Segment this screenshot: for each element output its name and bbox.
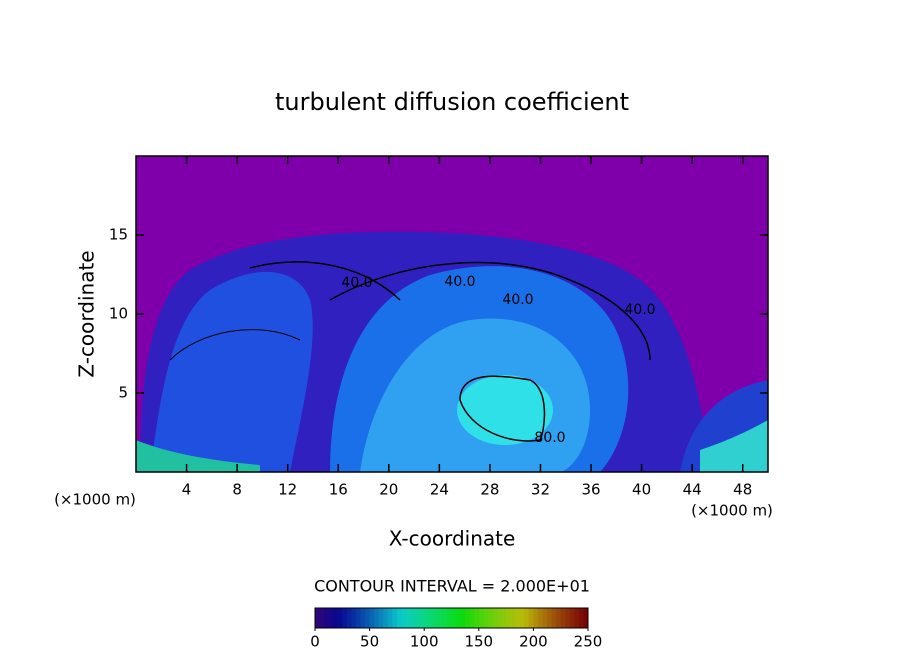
colorbar-cell [506,608,512,628]
colorbar-cell [565,608,571,628]
colorbar-cell [406,608,412,628]
colorbar-cell [547,608,553,628]
colorbar-cell [387,608,393,628]
x-tick-label: 36 [581,481,600,499]
colorbar-cell [324,608,330,628]
colorbar-cell [469,608,475,628]
colorbar-cell [497,608,503,628]
y-unit: (×1000 m) [54,491,136,509]
colorbar-cell [333,608,339,628]
colorbar-cell [583,608,589,628]
colorbar-cell [351,608,357,628]
x-tick-label: 32 [531,481,550,499]
colorbar-cell [483,608,489,628]
colorbar-cell [383,608,389,628]
colorbar-cell [492,608,498,628]
colorbar-cell [419,608,425,628]
colorbar-cell [374,608,380,628]
colorbar-cell [337,608,343,628]
colorbar-cell [456,608,462,628]
x-tick-label: 28 [480,481,499,499]
colorbar-cell [428,608,434,628]
x-tick-label: 20 [379,481,398,499]
colorbar-cell [392,608,398,628]
colorbar-cell [478,608,484,628]
colorbar-cell [369,608,375,628]
x-tick-label: 16 [329,481,348,499]
x-tick-label: 48 [733,481,752,499]
x-axis-label: X-coordinate [389,527,516,551]
colorbar-tick-label: 150 [464,633,493,651]
colorbar-cell [342,608,348,628]
colorbar-tick-label: 50 [360,633,379,651]
x-tick-label: 8 [232,481,242,499]
colorbar-cell [542,608,548,628]
colorbar-cell [410,608,416,628]
field [136,156,768,472]
colorbar-cell [360,608,366,628]
colorbar-cell [569,608,575,628]
colorbar-cell [465,608,471,628]
colorbar-cell [378,608,384,628]
colorbar-cell [515,608,521,628]
y-tick-label: 10 [109,305,128,323]
colorbar-cell [578,608,584,628]
colorbar-cell [537,608,543,628]
colorbar-cell [524,608,530,628]
colorbar-cell [437,608,443,628]
colorbar-tick-label: 200 [519,633,548,651]
colorbar-cell [560,608,566,628]
x-tick-label: 12 [278,481,297,499]
colorbar-cell [533,608,539,628]
y-tick-label: 15 [109,226,128,244]
colorbar-cell [319,608,325,628]
x-tick-label: 44 [683,481,702,499]
contour-label: 40.0 [624,302,655,318]
colorbar-cell [346,608,352,628]
colorbar-cell [574,608,580,628]
colorbar-cell [528,608,534,628]
colorbar-tick-label: 100 [410,633,439,651]
colorbar-cell [551,608,557,628]
contour-label: 80.0 [534,430,565,446]
colorbar-frame [314,607,589,629]
colorbar-cell [315,608,321,628]
colorbar-cell [487,608,493,628]
colorbar-tick-label: 0 [310,633,320,651]
colorbar-cell [501,608,507,628]
colorbar-cell [446,608,452,628]
contour-label: 40.0 [502,292,533,308]
y-axis-label: Z-coordinate [75,250,99,377]
chart-title: turbulent diffusion coefficient [275,88,629,116]
colorbar-cell [556,608,562,628]
colorbar-cell [442,608,448,628]
colorbar-cell [328,608,334,628]
colorbar-cell [401,608,407,628]
colorbar-cell [460,608,466,628]
contour-label: 40.0 [341,275,372,291]
x-tick-label: 40 [632,481,651,499]
colorbar-cell [474,608,480,628]
colorbar-cell [365,608,371,628]
colorbar-cell [355,608,361,628]
colorbar-cell [433,608,439,628]
colorbar-cell [396,608,402,628]
x-unit: (×1000 m) [691,502,773,520]
colorbar-cell [424,608,430,628]
x-tick-label: 24 [430,481,449,499]
y-tick-label: 5 [118,384,128,402]
colorbar-cell [510,608,516,628]
contour-label: 40.0 [444,274,475,290]
x-tick-label: 4 [182,481,192,499]
colorbar-cell [519,608,525,628]
colorbar-cell [451,608,457,628]
colorbar-tick-label: 250 [574,633,603,651]
colorbar-cell [415,608,421,628]
colorbar-title: CONTOUR INTERVAL = 2.000E+01 [314,577,590,596]
